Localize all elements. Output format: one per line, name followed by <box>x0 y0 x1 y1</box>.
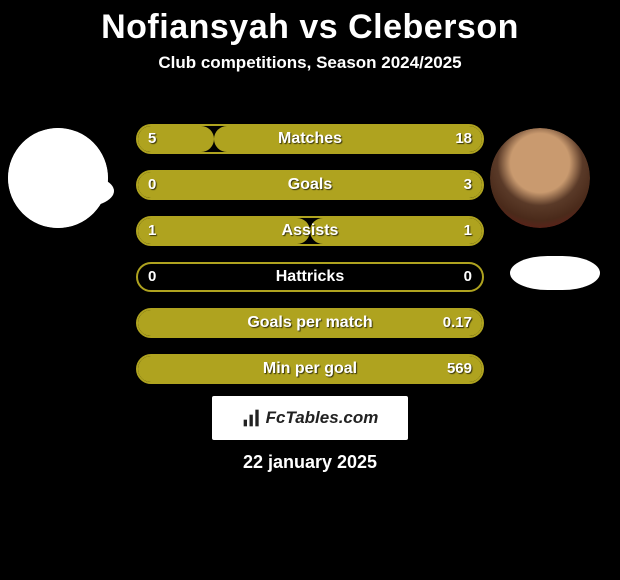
stat-row: 03Goals <box>136 170 484 200</box>
logo-box: FcTables.com <box>212 396 408 440</box>
stat-bars: 518Matches 03Goals 11Assists 00Hattricks 0.1… <box>136 124 484 400</box>
stat-label: Matches <box>136 124 484 154</box>
stat-row: 00Hattricks <box>136 262 484 292</box>
player1-name: Nofiansyah <box>101 8 289 46</box>
stat-row: 0.17Goals per match <box>136 308 484 338</box>
player2-flag <box>510 256 600 290</box>
page-title: Nofiansyah vs Cleberson <box>0 0 620 47</box>
stat-label: Min per goal <box>136 354 484 384</box>
chart-icon <box>242 408 262 428</box>
player2-name: Cleberson <box>348 8 519 46</box>
stat-row: 518Matches <box>136 124 484 154</box>
player2-avatar <box>490 128 590 228</box>
stat-label: Hattricks <box>136 262 484 292</box>
stat-label: Goals <box>136 170 484 200</box>
player1-flag <box>24 174 114 208</box>
stat-label: Assists <box>136 216 484 246</box>
logo-text: FcTables.com <box>266 408 379 428</box>
date-text: 22 january 2025 <box>0 452 620 473</box>
subtitle: Club competitions, Season 2024/2025 <box>0 53 620 73</box>
stat-row: 569Min per goal <box>136 354 484 384</box>
stat-label: Goals per match <box>136 308 484 338</box>
vs-text: vs <box>299 8 338 46</box>
stat-row: 11Assists <box>136 216 484 246</box>
